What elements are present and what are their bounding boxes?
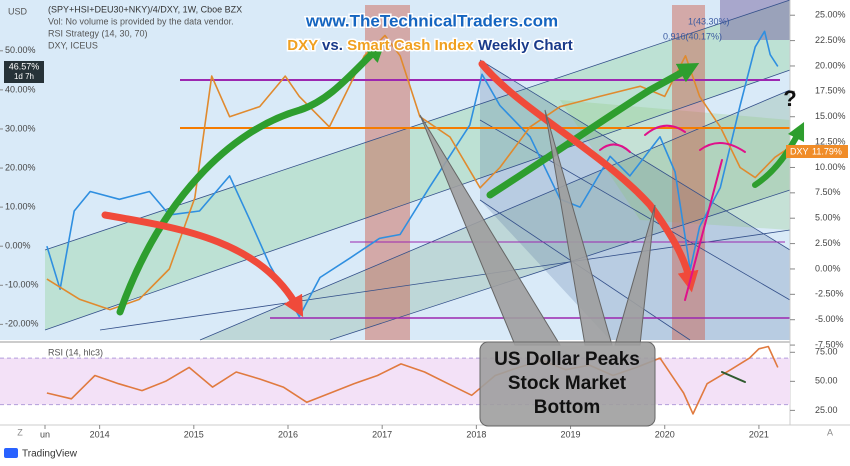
y2-tick-label: 20.00% <box>815 60 846 70</box>
y-tick-label: 30.00% <box>5 123 36 133</box>
brand-logo <box>4 448 18 458</box>
headline-part: vs. <box>322 37 343 54</box>
headline-part: Weekly Chart <box>478 37 573 54</box>
red-arrow <box>101 211 304 318</box>
corner-button[interactable]: A <box>827 427 833 437</box>
channel-band <box>560 100 790 230</box>
legend-note: DXY, ICEUS <box>48 40 98 50</box>
green-arrow <box>752 121 805 188</box>
price-badge-text: 46.57% <box>9 61 40 71</box>
data-layer: 50.00% 40.00% 30.00% 20.00% 10.00% 0.00% -10.0… <box>0 10 846 439</box>
fib-label: 1(43.30%) <box>688 16 730 26</box>
y2-tick-label: 5.00% <box>815 213 841 223</box>
site-url: www.TheTechnicalTraders.com <box>305 11 558 30</box>
y-tick-label: 0.00% <box>5 241 31 251</box>
chart-title: (SPY+HSI+DEU30+NKY)/4/DXY, 1W, Cboe BZX <box>48 4 242 14</box>
headline-part: Smart Cash Index <box>347 37 474 54</box>
rsi-band <box>0 358 790 405</box>
magenta-line <box>684 159 723 301</box>
callout-text: US Dollar Peaks <box>494 349 640 370</box>
x-tick-label: un <box>40 429 50 439</box>
legend-note: Vol: No volume is provided by the data v… <box>48 16 234 26</box>
y-tick-label: -10.00% <box>5 280 39 290</box>
price-badge <box>4 61 44 83</box>
headline: DXY vs. Smart Cash Index Weekly Chart <box>287 37 572 54</box>
y2-tick-label: 22.50% <box>815 35 846 45</box>
y2-tick-label: -5.00% <box>815 314 844 324</box>
callout-box <box>479 341 656 427</box>
arrows <box>101 40 805 383</box>
y2-tick-label: 12.50% <box>815 136 846 146</box>
callout-text: Bottom <box>534 397 600 418</box>
magenta-arc <box>699 142 746 153</box>
y-tick-label: -20.00% <box>5 319 39 329</box>
x-tick-label: 2020 <box>655 429 675 439</box>
y-tick-label: 25.00 <box>815 405 838 415</box>
y2-tick-label: 7.50% <box>815 187 841 197</box>
x-tick-label: 2017 <box>372 429 392 439</box>
x-tick-label: 2016 <box>278 429 298 439</box>
timer: 1d 7h <box>14 72 34 81</box>
y2-tick-label: 2.50% <box>815 238 841 248</box>
headline-part: DXY <box>287 37 318 54</box>
x-tick-label: 2015 <box>184 429 204 439</box>
rsi-trend <box>721 371 746 383</box>
callout-text: Stock Market <box>508 373 627 394</box>
series-line <box>46 34 791 311</box>
y2-tick-label: 15.00% <box>815 111 846 121</box>
y-tick-label: 50.00% <box>5 45 36 55</box>
annotation-layer: US Dollar Peaks Stock Market Bottom ? ww… <box>4 4 848 460</box>
magenta-arc <box>599 143 631 153</box>
y2-tick-label: 0.00% <box>815 263 841 273</box>
green-arrow <box>116 40 386 316</box>
y-tick-label: 20.00% <box>5 162 36 172</box>
y2-tick-label: 10.00% <box>815 162 846 172</box>
corner-button[interactable]: Z <box>17 427 23 437</box>
dxy-badge-value: 11.79% <box>812 146 842 156</box>
legend-note: RSI Strategy (14, 30, 70) <box>48 28 148 38</box>
axis-unit: USD <box>8 6 28 16</box>
callout <box>419 109 656 427</box>
x-tick-label: 2021 <box>749 429 769 439</box>
magenta-arc <box>644 124 686 136</box>
y2-tick-label: -2.50% <box>815 289 844 299</box>
red-arrow <box>478 60 699 293</box>
x-tick-label: 2014 <box>90 429 110 439</box>
x-tick-label: 2018 <box>466 429 486 439</box>
series-line <box>46 345 779 415</box>
series-line <box>46 30 779 318</box>
dxy-badge <box>786 145 848 158</box>
y2-tick-label: 25.00% <box>815 10 846 20</box>
y-tick-label: 75.00 <box>815 347 838 357</box>
fib-label: 0.916(40.17%) <box>663 31 722 41</box>
shade-box <box>720 0 790 40</box>
y-tick-label: 10.00% <box>5 202 36 212</box>
question-mark: ? <box>783 86 796 111</box>
rsi-title: RSI (14, hlc3) <box>48 347 103 357</box>
y-tick-label: 50.00 <box>815 376 838 386</box>
y2-tick-label: 17.50% <box>815 86 846 96</box>
x-tick-label: 2019 <box>561 429 581 439</box>
y-tick-label: 40.00% <box>5 84 36 94</box>
dxy-badge-name: DXY <box>790 146 809 156</box>
price-axis <box>790 0 850 425</box>
green-arrow <box>486 62 700 199</box>
brand: TradingView <box>22 449 78 460</box>
y2-tick-label: -7.50% <box>815 339 844 349</box>
